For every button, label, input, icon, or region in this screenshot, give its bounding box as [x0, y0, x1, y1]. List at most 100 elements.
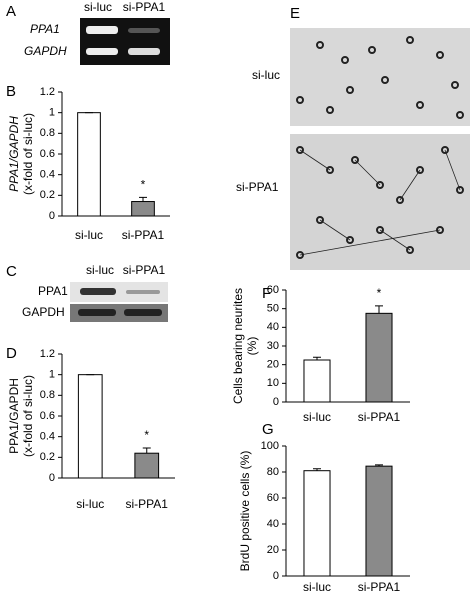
neurite [299, 229, 441, 256]
y-tick-label: 1.2 [40, 348, 55, 360]
bar [134, 452, 160, 479]
image-label: si-PPA1 [236, 180, 279, 194]
bar [77, 374, 103, 479]
y-axis-label: PPA1/GAPDH [7, 116, 21, 192]
row-label: GAPDH [22, 305, 65, 319]
annotation: * [144, 428, 149, 442]
y-tick-label: 0.8 [40, 127, 55, 139]
cell [451, 81, 459, 89]
y-tick-label: 0.2 [40, 189, 55, 201]
cell [456, 186, 464, 194]
error-bar [375, 305, 383, 314]
micrograph [290, 134, 470, 270]
cell [326, 106, 334, 114]
cell [376, 181, 384, 189]
row-label: GAPDH [24, 44, 67, 58]
neurite [399, 169, 421, 201]
panel-letter: F [262, 285, 271, 302]
cell [406, 36, 414, 44]
cell [406, 246, 414, 254]
panel-letter: C [6, 263, 17, 280]
band [128, 48, 160, 55]
y-tick-label: 0.2 [40, 451, 55, 463]
cells [296, 36, 464, 259]
panel-letter: A [6, 3, 16, 20]
band [126, 290, 160, 294]
y-tick-label: 10 [267, 377, 279, 389]
bar [303, 470, 331, 577]
x-tick-label: si-luc [75, 228, 103, 242]
band [86, 26, 118, 34]
y-tick-label: 0 [273, 396, 279, 408]
annotation: * [141, 178, 146, 192]
cell [326, 166, 334, 174]
y-tick-label: 60 [267, 492, 279, 504]
y-axis-label: BrdU positive cells (%) [238, 451, 252, 572]
cell [396, 196, 404, 204]
y-tick-label: 1 [49, 107, 55, 119]
neurite [299, 149, 331, 171]
bar [365, 465, 393, 577]
bar [365, 312, 393, 403]
y-tick-label: 40 [267, 321, 279, 333]
bar [77, 112, 101, 217]
cell [341, 56, 349, 64]
error-bar [313, 468, 321, 471]
y-axis-label: Cells bearing neurites [231, 288, 245, 404]
band [86, 48, 118, 55]
bar [303, 359, 331, 403]
neurite [379, 229, 411, 251]
blot [70, 282, 168, 302]
y-tick-label: 0 [273, 570, 279, 582]
y-tick-label: 40 [267, 518, 279, 530]
cell [351, 156, 359, 164]
cell [296, 146, 304, 154]
y-tick-label: 100 [261, 440, 279, 452]
y-axis-label: (x-fold of si-luc) [21, 113, 35, 195]
band [128, 28, 160, 33]
cell [316, 216, 324, 224]
panel-letter: D [6, 345, 17, 362]
gel [80, 18, 170, 65]
lane-label: si-luc [86, 263, 114, 277]
y-tick-label: 1 [49, 369, 55, 381]
y-tick-label: 0.6 [40, 410, 55, 422]
row-label: PPA1 [38, 284, 68, 298]
y-tick-label: 0.6 [40, 148, 55, 160]
panel-letter: B [6, 83, 16, 100]
y-tick-label: 1.2 [40, 86, 55, 98]
cell [346, 86, 354, 94]
cell [368, 46, 376, 54]
y-axis-label: (%) [245, 337, 259, 356]
neurite [444, 149, 461, 191]
panel-letter: E [290, 5, 300, 22]
band [78, 309, 116, 316]
band [124, 309, 162, 316]
image-label: si-luc [252, 68, 280, 82]
y-axis-label: (x-fold of si-luc) [21, 375, 35, 457]
y-tick-label: 0 [49, 472, 55, 484]
x-tick-label: si-PPA1 [358, 580, 401, 594]
cell [436, 51, 444, 59]
error-bar [375, 464, 383, 467]
cell [436, 226, 444, 234]
y-tick-label: 50 [267, 303, 279, 315]
cell [316, 41, 324, 49]
y-tick-label: 30 [267, 340, 279, 352]
y-tick-label: 20 [267, 359, 279, 371]
y-tick-label: 0 [49, 210, 55, 222]
neurite [319, 219, 351, 241]
bar [131, 201, 155, 217]
neurite [354, 159, 381, 186]
cell [456, 111, 464, 119]
y-tick-label: 0.8 [40, 389, 55, 401]
error-bar [139, 196, 147, 202]
cell [296, 251, 304, 259]
y-axis-label: PPA1/GAPDH [7, 378, 21, 454]
lane-label: si-luc [84, 0, 112, 14]
x-tick-label: si-PPA1 [126, 497, 169, 511]
micrograph [290, 28, 470, 126]
cell [376, 226, 384, 234]
